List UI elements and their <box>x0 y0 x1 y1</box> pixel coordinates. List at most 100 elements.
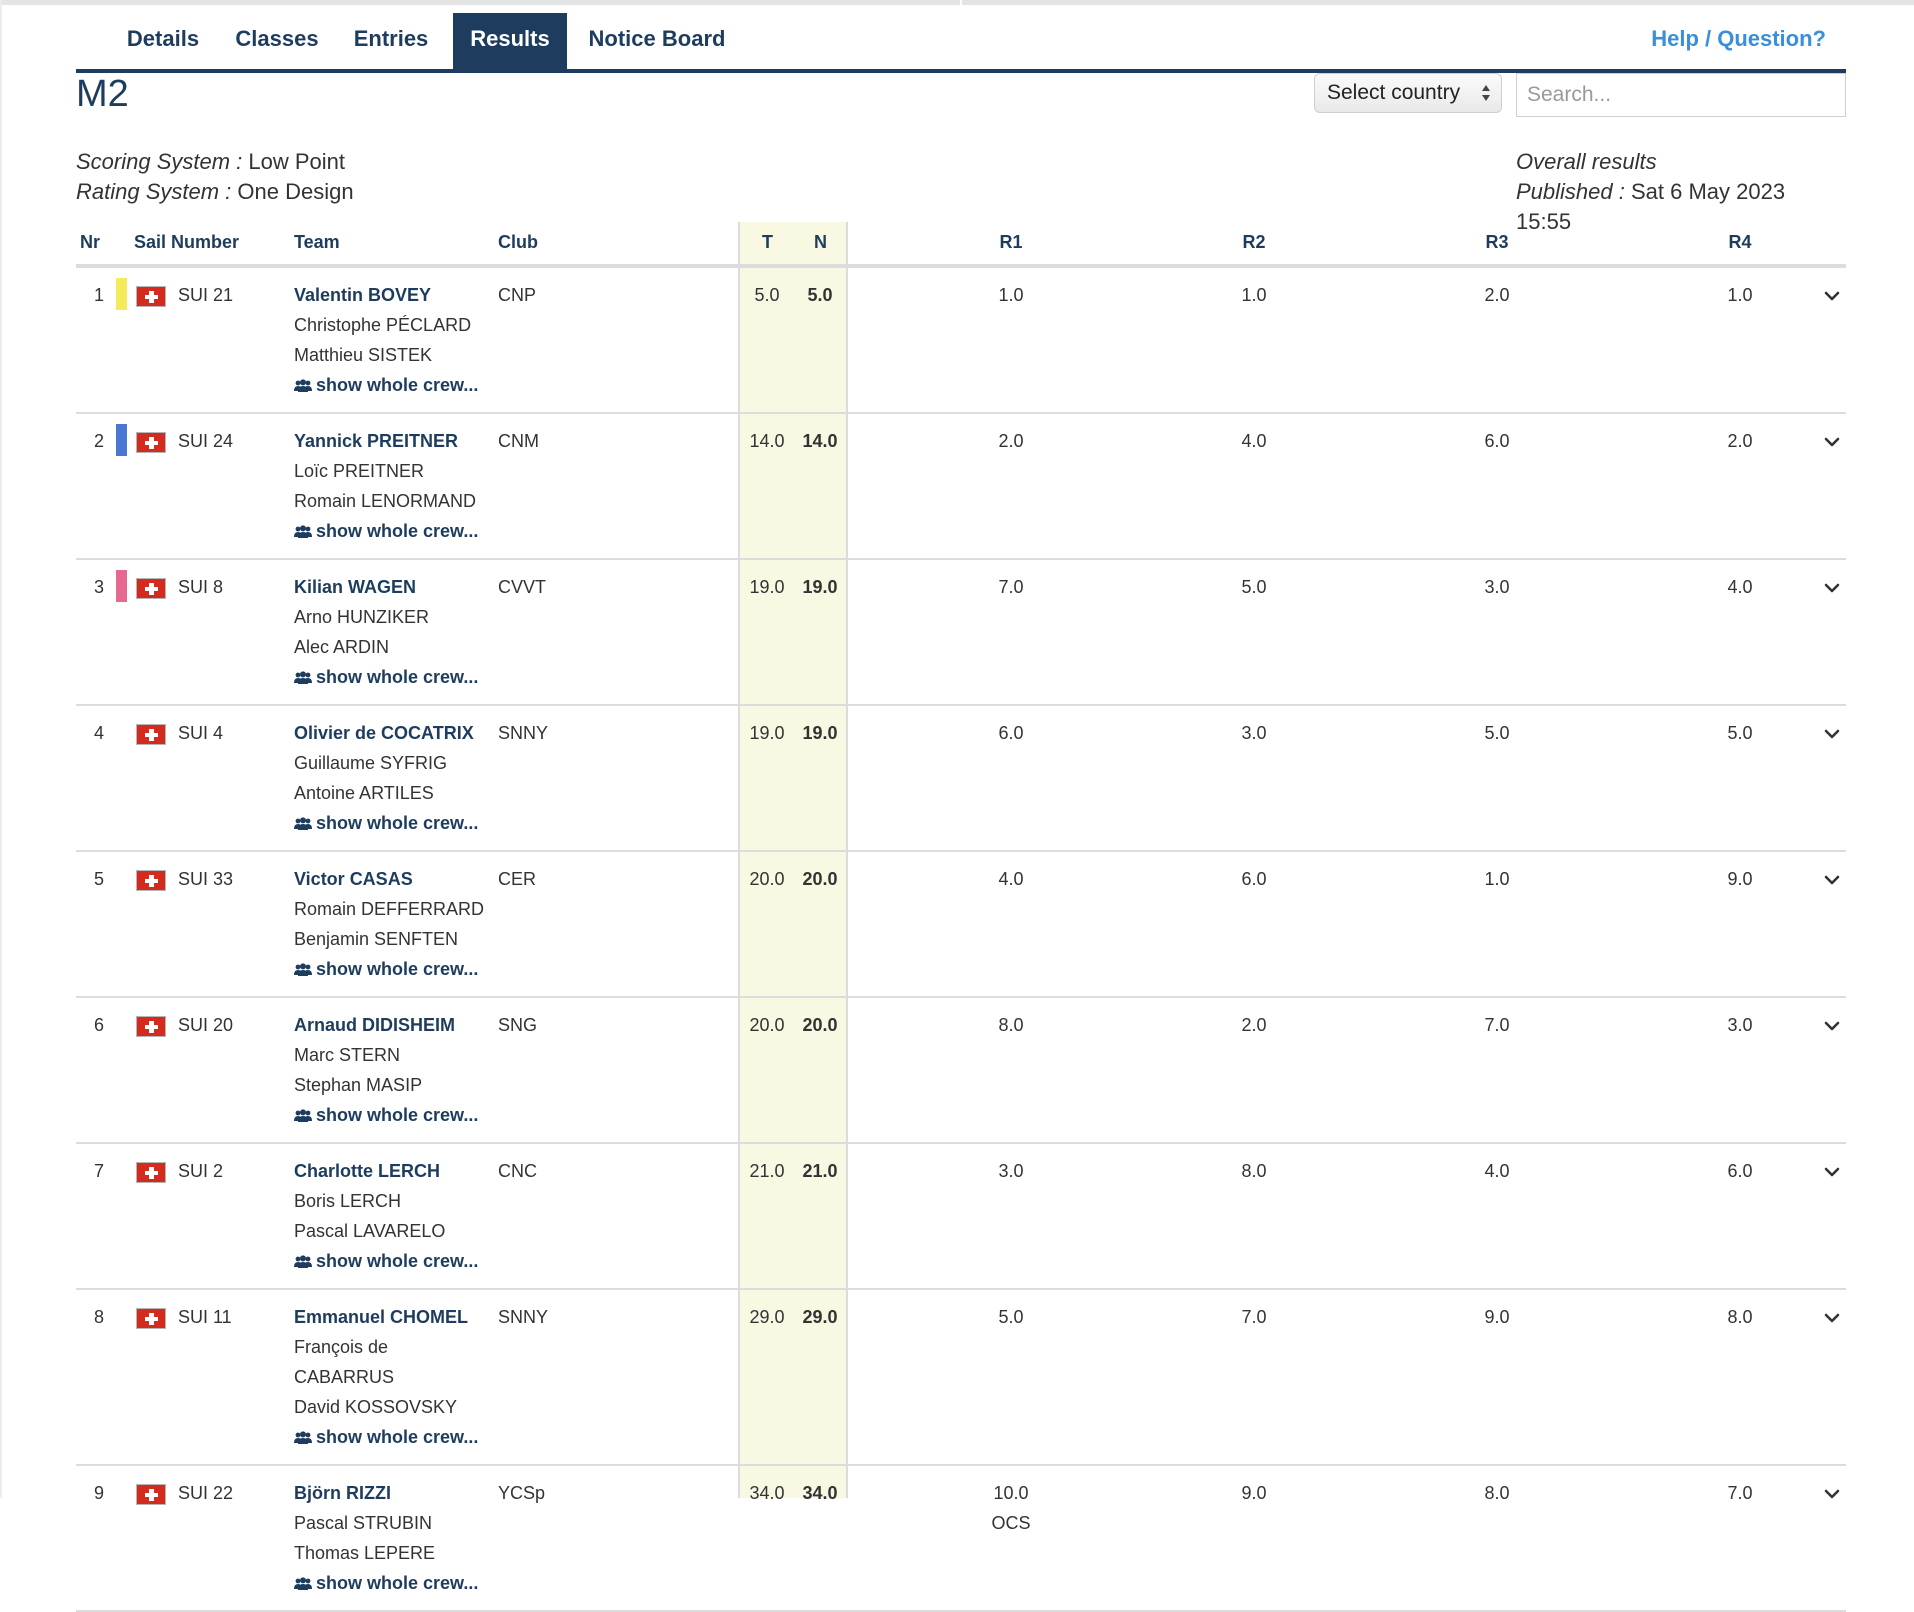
rank-number: 5 <box>93 869 104 889</box>
show-whole-crew-link[interactable]: show whole crew... <box>294 662 494 692</box>
show-whole-crew-link[interactable]: show whole crew... <box>294 808 494 838</box>
col-header-club[interactable]: Club <box>498 232 538 252</box>
rank-color-marker <box>116 424 127 456</box>
table-row[interactable]: 5 SUI 33 Victor CASAS Romain DEFFERRARD Benj… <box>76 852 1846 998</box>
col-header-r4[interactable]: R4 <box>1728 232 1752 252</box>
race-2-score: 7.0 <box>1241 1307 1267 1327</box>
table-row[interactable]: 6 SUI 20 Arnaud DIDISHEIM Marc STERN Stephan… <box>76 998 1846 1144</box>
col-header-r3[interactable]: R3 <box>1485 232 1509 252</box>
crew-member: Christophe PÉCLARD <box>294 315 472 335</box>
col-header-r2[interactable]: R2 <box>1242 232 1266 252</box>
show-whole-crew-link[interactable]: show whole crew... <box>294 370 494 400</box>
chevron-down-icon[interactable] <box>1824 436 1840 448</box>
table-row[interactable]: 1 SUI 21 Valentin BOVEY Christophe PÉCLARD M… <box>76 268 1846 414</box>
sail-number: SUI 11 <box>178 1307 232 1327</box>
show-whole-crew-link[interactable]: show whole crew... <box>294 954 494 984</box>
race-2-score: 2.0 <box>1241 1015 1267 1035</box>
show-whole-crew-link[interactable]: show whole crew... <box>294 516 494 546</box>
skipper-name[interactable]: Yannick PREITNER <box>294 431 459 451</box>
skipper-name[interactable]: Charlotte LERCH <box>294 1161 441 1181</box>
crew-member: Pascal STRUBIN <box>294 1513 433 1533</box>
chevron-down-icon[interactable] <box>1824 290 1840 302</box>
table-row[interactable]: 3 SUI 8 Kilian WAGEN Arno HUNZIKER Alec ARDI… <box>76 560 1846 706</box>
chevron-down-icon[interactable] <box>1824 1166 1840 1178</box>
rank-number: 3 <box>93 577 104 597</box>
race-2-score: 6.0 <box>1241 869 1267 889</box>
col-header-sail-number[interactable]: Sail Number <box>134 232 240 252</box>
sail-number: SUI 20 <box>178 1015 234 1035</box>
race-4-score: 5.0 <box>1727 723 1753 743</box>
table-row[interactable]: 9 SUI 22 Björn RIZZI Pascal STRUBIN Thomas L… <box>76 1466 1846 1612</box>
show-whole-crew-link[interactable]: show whole crew... <box>294 1568 494 1598</box>
race-1-value: 7.0 <box>998 577 1024 597</box>
show-whole-crew-link[interactable]: show whole crew... <box>294 1100 494 1130</box>
net-points: 29.0 <box>802 1307 838 1327</box>
club-code: CNM <box>498 431 539 451</box>
tab-classes[interactable]: Classes <box>235 26 319 51</box>
skipper-name[interactable]: Emmanuel CHOMEL <box>294 1307 469 1327</box>
race-1-value: 8.0 <box>998 1015 1024 1035</box>
chevron-down-icon[interactable] <box>1824 1488 1840 1500</box>
tab-bar: Details Classes Entries Results Notice B… <box>76 13 1846 73</box>
users-icon <box>294 817 312 830</box>
crew-member: Arno HUNZIKER <box>294 607 430 627</box>
skipper-name[interactable]: Olivier de COCATRIX <box>294 723 474 743</box>
chevron-down-icon[interactable] <box>1824 728 1840 740</box>
chevron-down-icon[interactable] <box>1824 1312 1840 1324</box>
sail-number: SUI 24 <box>178 431 234 451</box>
race-4-score: 7.0 <box>1727 1483 1753 1503</box>
show-whole-crew-link[interactable]: show whole crew... <box>294 1422 494 1452</box>
skipper-name[interactable]: Björn RIZZI <box>294 1483 391 1503</box>
race-1-value: 6.0 <box>998 723 1024 743</box>
net-points: 19.0 <box>802 577 838 597</box>
skipper-name[interactable]: Arnaud DIDISHEIM <box>294 1015 456 1035</box>
tab-notice-board[interactable]: Notice Board <box>588 26 726 51</box>
chevron-down-icon[interactable] <box>1824 1020 1840 1032</box>
race-1-score: 10.0 OCS <box>971 1478 1051 1538</box>
chevron-down-icon[interactable] <box>1824 582 1840 594</box>
club-code: CNC <box>498 1161 537 1181</box>
show-whole-crew-label: show whole crew... <box>316 1251 479 1271</box>
race-1-value: 4.0 <box>998 869 1024 889</box>
table-row[interactable]: 4 SUI 4 Olivier de COCATRIX Guillaume SYFRI… <box>76 706 1846 852</box>
table-row[interactable]: 7 SUI 2 Charlotte LERCH Boris LERCH Pascal L… <box>76 1144 1846 1290</box>
net-points: 20.0 <box>802 869 838 889</box>
swiss-flag-icon <box>136 286 166 307</box>
col-header-r1[interactable]: R1 <box>999 232 1023 252</box>
race-3-score: 5.0 <box>1484 723 1510 743</box>
table-header: Nr Sail Number Team Club T N R1 R2 R3 R4 <box>76 220 1846 268</box>
table-row[interactable]: 8 SUI 11 Emmanuel CHOMEL François de CABARRU… <box>76 1290 1846 1466</box>
total-net-column-band <box>738 222 848 1498</box>
col-header-nr[interactable]: Nr <box>80 232 101 252</box>
col-header-team[interactable]: Team <box>294 232 340 252</box>
skipper-name[interactable]: Valentin BOVEY <box>294 285 432 305</box>
col-header-net[interactable]: N <box>814 232 827 252</box>
club-code: CVVT <box>498 577 547 597</box>
skipper-name[interactable]: Victor CASAS <box>294 869 413 889</box>
tab-results[interactable]: Results <box>453 13 567 69</box>
race-2-score: 8.0 <box>1241 1161 1267 1181</box>
table-row[interactable]: 2 SUI 24 Yannick PREITNER Loïc PREITNER Roma… <box>76 414 1846 560</box>
race-1-value: 3.0 <box>998 1161 1024 1181</box>
search-input[interactable] <box>1516 73 1846 117</box>
rank-color-marker <box>116 278 127 310</box>
crew-member: Benjamin SENFTEN <box>294 929 459 949</box>
rank-number: 2 <box>93 431 104 451</box>
rating-system-label: Rating System : <box>76 179 232 204</box>
tab-entries[interactable]: Entries <box>353 26 429 51</box>
club-code: SNNY <box>498 723 549 743</box>
rank-number: 7 <box>93 1161 104 1181</box>
club-code: CER <box>498 869 537 889</box>
col-header-total[interactable]: T <box>762 232 773 252</box>
race-2-score: 1.0 <box>1241 285 1267 305</box>
net-points: 34.0 <box>802 1483 838 1503</box>
help-question-link[interactable]: Help / Question? <box>1651 26 1826 51</box>
chevron-down-icon[interactable] <box>1824 874 1840 886</box>
country-select[interactable]: Select country <box>1314 73 1502 113</box>
tab-details[interactable]: Details <box>126 26 200 51</box>
total-points: 19.0 <box>749 723 785 743</box>
skipper-name[interactable]: Kilian WAGEN <box>294 577 417 597</box>
class-title: M2 <box>76 73 129 115</box>
race-4-score: 1.0 <box>1727 285 1753 305</box>
show-whole-crew-link[interactable]: show whole crew... <box>294 1246 494 1276</box>
